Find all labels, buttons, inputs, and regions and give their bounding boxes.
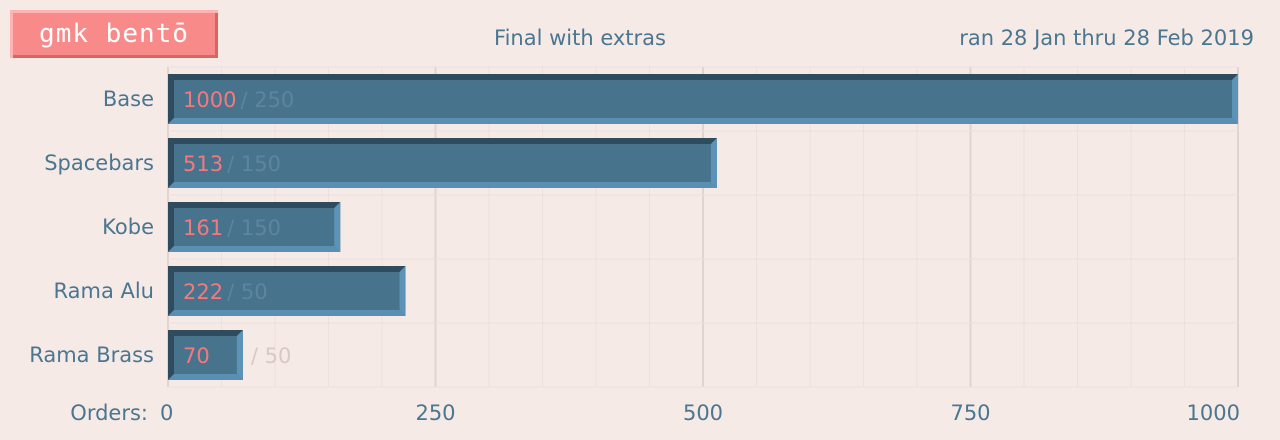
bar [168, 330, 243, 380]
bar [168, 74, 1238, 124]
logo: gmk bentō [10, 10, 218, 58]
x-tick-label: 0 [160, 401, 173, 425]
x-tick-label: 750 [950, 401, 990, 425]
bar [168, 138, 717, 188]
goal-label: / 250 [240, 88, 294, 112]
bar [168, 202, 341, 252]
x-axis-label: Orders: [70, 401, 148, 425]
goal-label: / 150 [227, 216, 281, 240]
category-label: Base [103, 87, 154, 111]
x-tick-label: 250 [415, 401, 455, 425]
value-label: 70 [183, 344, 210, 368]
goal-label: / 150 [227, 152, 281, 176]
category-label: Kobe [102, 215, 154, 239]
value-label: 222 [183, 280, 223, 304]
logo-text: gmk bentō [39, 19, 189, 49]
value-label: 1000 [183, 88, 236, 112]
value-label: 513 [183, 152, 223, 176]
category-label: Rama Brass [29, 343, 154, 367]
x-axis: Orders: 0 250 500 750 1000 [70, 401, 1240, 425]
category-label: Spacebars [44, 151, 154, 175]
goal-label: / 50 [227, 280, 267, 304]
date-range: ran 28 Jan thru 28 Feb 2019 [959, 26, 1254, 50]
value-label: 161 [183, 216, 223, 240]
bar [168, 266, 406, 316]
x-tick-label: 1000 [1187, 401, 1240, 425]
chart-title: Final with extras [494, 26, 666, 50]
x-tick-label: 500 [683, 401, 723, 425]
category-label: Rama Alu [53, 279, 154, 303]
goal-label: / 50 [251, 344, 291, 368]
